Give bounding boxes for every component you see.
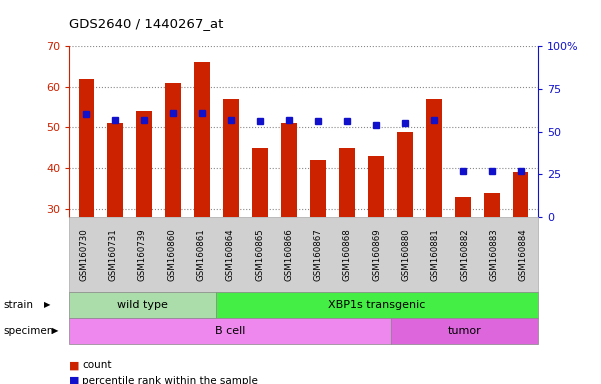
Text: GSM160731: GSM160731 — [109, 228, 118, 281]
Text: GSM160869: GSM160869 — [372, 228, 381, 281]
Bar — [310, 160, 326, 217]
Text: GSM160861: GSM160861 — [197, 228, 206, 281]
Bar — [194, 62, 210, 217]
Bar — [484, 192, 499, 217]
Text: ▶: ▶ — [44, 300, 50, 310]
Text: GSM160880: GSM160880 — [401, 228, 410, 281]
Bar — [79, 79, 94, 217]
Text: GSM160865: GSM160865 — [255, 228, 264, 281]
Text: specimen: specimen — [3, 326, 53, 336]
Text: strain: strain — [3, 300, 33, 310]
Text: GSM160881: GSM160881 — [431, 228, 440, 281]
Text: ■: ■ — [69, 376, 79, 384]
Text: GSM160864: GSM160864 — [226, 228, 235, 281]
Bar — [426, 99, 442, 217]
Text: GSM160860: GSM160860 — [167, 228, 176, 281]
Bar — [397, 132, 413, 217]
Text: GSM160883: GSM160883 — [489, 228, 498, 281]
Text: GSM160866: GSM160866 — [284, 228, 293, 281]
Bar — [136, 111, 152, 217]
Bar — [252, 148, 268, 217]
Text: percentile rank within the sample: percentile rank within the sample — [82, 376, 258, 384]
Text: GSM160739: GSM160739 — [138, 228, 147, 281]
Text: XBP1s transgenic: XBP1s transgenic — [328, 300, 426, 310]
Bar — [455, 197, 471, 217]
Text: tumor: tumor — [448, 326, 481, 336]
Text: ■: ■ — [69, 360, 79, 370]
Bar — [281, 123, 297, 217]
Text: ▶: ▶ — [52, 326, 59, 336]
Text: GDS2640 / 1440267_at: GDS2640 / 1440267_at — [69, 17, 224, 30]
Bar — [513, 172, 528, 217]
Text: GSM160868: GSM160868 — [343, 228, 352, 281]
Text: B cell: B cell — [215, 326, 245, 336]
Bar — [223, 99, 239, 217]
Bar — [368, 156, 384, 217]
Text: GSM160882: GSM160882 — [460, 228, 469, 281]
Bar — [165, 83, 182, 217]
Text: wild type: wild type — [117, 300, 168, 310]
Text: GSM160884: GSM160884 — [519, 228, 528, 281]
Text: count: count — [82, 360, 112, 370]
Bar — [339, 148, 355, 217]
Text: GSM160867: GSM160867 — [314, 228, 323, 281]
Text: GSM160730: GSM160730 — [79, 228, 88, 281]
Bar — [108, 123, 123, 217]
